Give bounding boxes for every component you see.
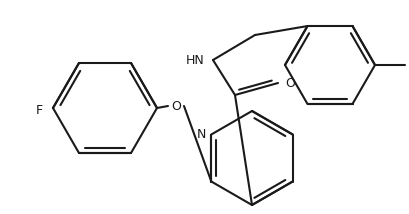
Text: N: N xyxy=(197,128,206,141)
Text: HN: HN xyxy=(186,54,204,67)
Text: O: O xyxy=(171,100,181,113)
Text: O: O xyxy=(285,76,295,89)
Text: F: F xyxy=(36,104,43,116)
